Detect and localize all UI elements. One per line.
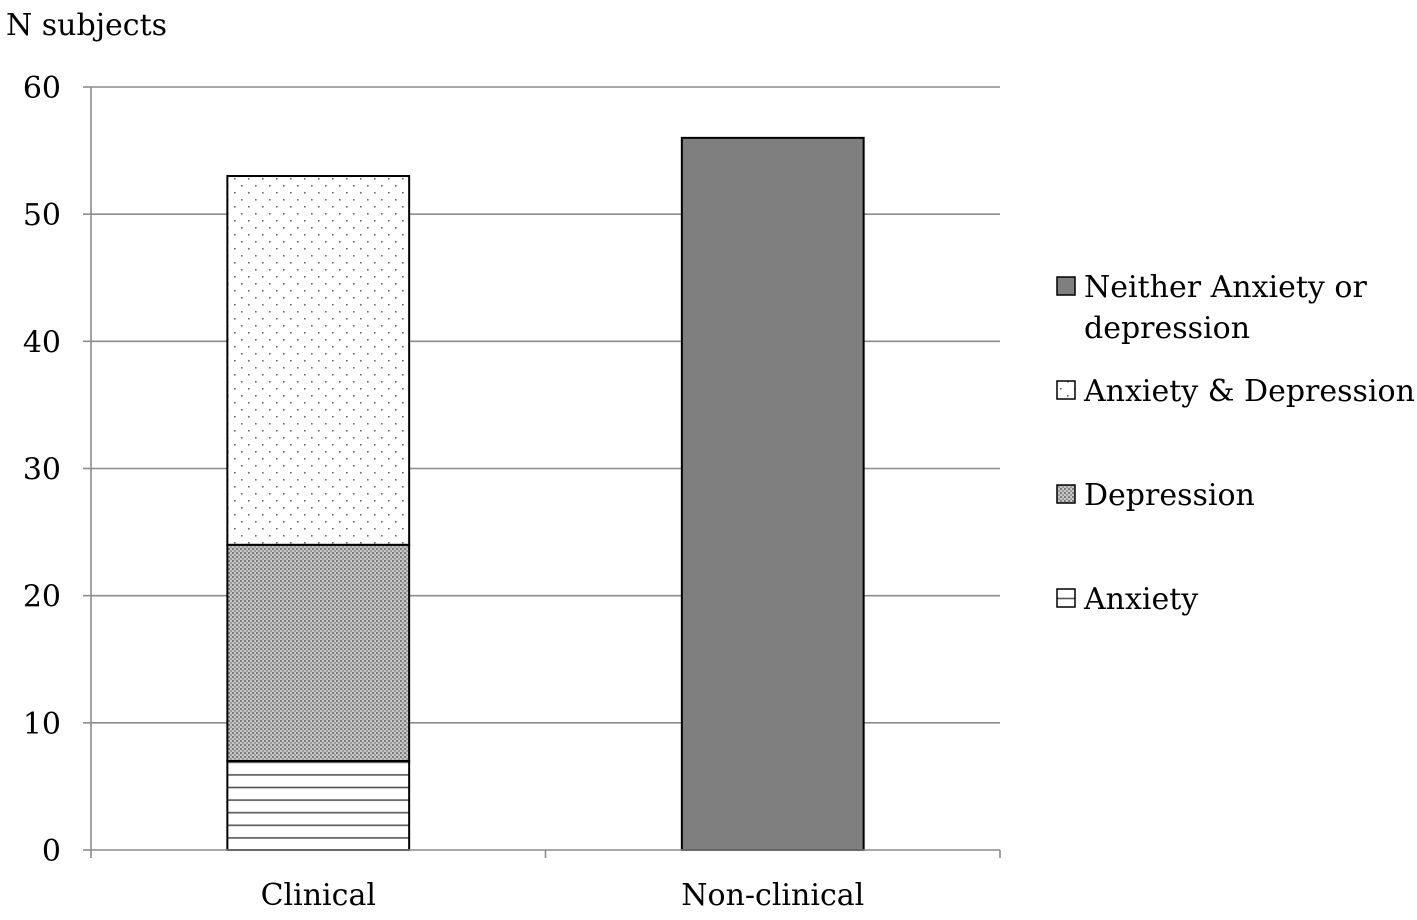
y-tick-label: 40: [23, 325, 61, 360]
x-tick-label: Clinical: [261, 878, 376, 913]
y-tick-label: 10: [23, 707, 61, 742]
legend-swatch: [1056, 380, 1076, 400]
x-tick-label: Non-clinical: [681, 878, 864, 913]
y-tick-label: 30: [23, 453, 61, 488]
legend: Neither Anxiety or depression Anxiety & De…: [1056, 270, 1415, 617]
legend-label: Anxiety & Depression: [1083, 374, 1415, 409]
bar-segment-anxiety-depression: [226, 175, 411, 546]
legend-label: Depression: [1084, 478, 1255, 513]
legend-swatch: [1056, 484, 1076, 504]
y-tick-label: 50: [23, 198, 61, 233]
legend-swatch: [1056, 588, 1076, 608]
y-tick-label: 20: [23, 580, 61, 615]
legend-label: Anxiety: [1083, 582, 1198, 617]
bar-segment-depression: [226, 543, 411, 762]
bar-segment-neither-anxiety-or-depression: [680, 136, 865, 852]
legend-label: depression: [1084, 311, 1250, 346]
y-tick-label: 0: [42, 834, 61, 869]
axes: 0 10 20 30 40 50 60 Clinical Non-clinical: [23, 71, 1001, 913]
y-tick-label: 60: [23, 71, 61, 106]
legend-swatch: [1056, 276, 1076, 296]
y-axis-title: N subjects: [6, 8, 167, 43]
bar-segment-anxiety: [226, 759, 411, 852]
legend-label: Neither Anxiety or: [1084, 270, 1367, 305]
bars: [226, 136, 865, 852]
